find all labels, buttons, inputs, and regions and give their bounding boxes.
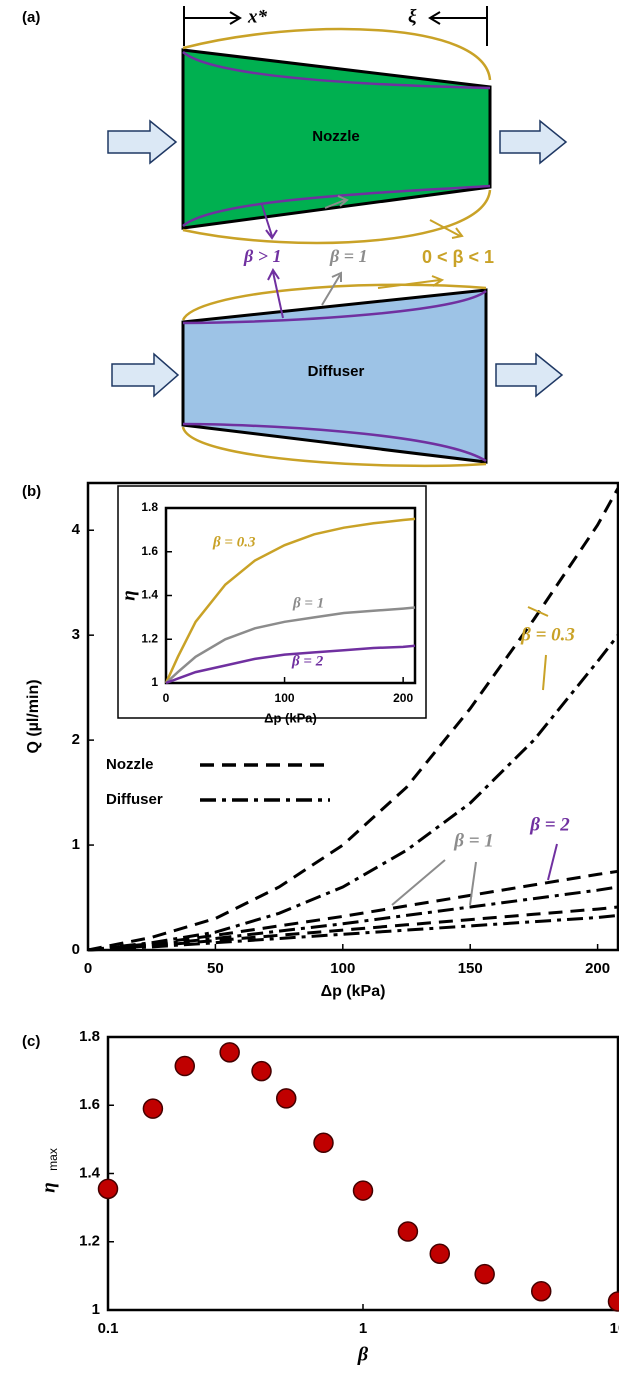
- profile-purple: [182, 51, 491, 227]
- annotation: β = 2: [529, 814, 570, 835]
- y-tick-label: 3: [72, 626, 80, 643]
- annotation-arrow: [469, 861, 477, 906]
- y-tick-label: 1: [72, 836, 80, 853]
- plot-frame: [106, 1035, 619, 1312]
- x-tick-label: 0: [163, 691, 170, 705]
- y-tick-label: 1.8: [79, 1028, 100, 1045]
- data-point: [313, 1132, 334, 1154]
- y-axis-label-sub: max: [46, 1148, 60, 1171]
- data-point: [275, 1088, 297, 1109]
- data-point: [530, 1280, 552, 1302]
- data-point: [97, 1178, 119, 1200]
- data-line: [165, 606, 416, 684]
- y-tick-label: 1.2: [79, 1233, 100, 1250]
- data-line: [87, 869, 619, 952]
- legend-label: Diffuser: [106, 791, 163, 808]
- series-label: β = 2: [291, 653, 324, 669]
- chart: (c) 0.1 1 10 1 1.2 1.4 1.6 1.8 β η max: [22, 1028, 619, 1366]
- annotation-arrow: [542, 654, 547, 691]
- diffuser-shape: [181, 288, 488, 464]
- data-line: [87, 487, 619, 952]
- data-line: [165, 644, 416, 685]
- y-tick-label: 1.4: [79, 1164, 101, 1181]
- y-axis-label: Q (µl/min): [25, 679, 42, 753]
- x-tick-label: 100: [275, 691, 295, 705]
- x-star-label: x*: [247, 6, 268, 27]
- data-point: [251, 1060, 272, 1082]
- x-tick-label: 50: [207, 960, 224, 977]
- beta-label: 0 < β < 1: [422, 247, 494, 267]
- y-tick-label: 0: [72, 941, 80, 958]
- x-tick-label: 10: [610, 1320, 619, 1337]
- y-tick-label: 2: [72, 731, 80, 748]
- panel-label: (a): [22, 9, 40, 26]
- data-point: [397, 1221, 419, 1242]
- annotation-arrow: [547, 843, 558, 881]
- profile-gold: [182, 27, 492, 245]
- legend-label: Nozzle: [106, 756, 154, 773]
- chart: 0 100 200 1 1.2 1.4 1.6 1.8 Δp (kPa) η β = 0.3 β = …: [117, 485, 427, 725]
- y-tick-label: 1.6: [141, 544, 158, 558]
- series-label: β = 0.3: [212, 534, 256, 550]
- nozzle-label: Nozzle: [312, 128, 360, 145]
- arrow-head: [428, 11, 441, 25]
- y-tick-label: 1: [151, 675, 158, 689]
- x-tick-label: 200: [393, 691, 413, 705]
- x-tick-label: 0.1: [98, 1320, 119, 1337]
- panel-label: (c): [22, 1033, 40, 1050]
- y-tick-label: 1.4: [141, 588, 158, 602]
- annotation: β = 0.3: [520, 624, 575, 645]
- annotation: β = 1: [453, 830, 494, 851]
- y-axis-label: η: [118, 590, 139, 600]
- diffuser-label: Diffuser: [308, 363, 365, 380]
- y-tick-label: 4: [72, 521, 81, 538]
- data-point: [607, 1291, 619, 1312]
- series-label: β = 1: [292, 595, 324, 611]
- y-axis-label: η: [38, 1182, 59, 1192]
- annotation-arrows: [261, 195, 464, 319]
- data-line: [164, 517, 416, 684]
- x-axis-label: Δp (kPa): [264, 710, 317, 725]
- arrow-head: [229, 11, 242, 25]
- panel-label: (b): [22, 483, 41, 500]
- data-point: [174, 1055, 196, 1077]
- y-tick-label: 1: [92, 1301, 100, 1318]
- data-line: [87, 885, 619, 952]
- y-tick-label: 1.6: [79, 1096, 100, 1113]
- x-tick-label: 100: [330, 960, 355, 977]
- annotation-arrow: [527, 606, 549, 617]
- data-point: [142, 1098, 164, 1119]
- data-line: [87, 913, 619, 952]
- data-line: [87, 634, 619, 952]
- y-tick-label: 1.2: [141, 631, 158, 645]
- data-point: [352, 1180, 374, 1201]
- beta-label: β = 1: [329, 246, 367, 266]
- x-tick-label: 200: [585, 960, 610, 977]
- profile-purple: [182, 289, 487, 463]
- x-tick-label: 150: [458, 960, 483, 977]
- data-line: [87, 905, 619, 952]
- diagram: (a) x* ξ Nozzle Diffuser β: [22, 6, 568, 468]
- x-axis-label: β: [357, 1344, 369, 1366]
- x-tick-label: 0: [84, 960, 92, 977]
- data-point: [474, 1263, 495, 1285]
- x-axis-label: Δp (kPa): [321, 983, 386, 1000]
- flow-arrows: [107, 119, 568, 398]
- x-tick-label: 1: [359, 1320, 367, 1337]
- plot-frame: [86, 481, 619, 952]
- y-tick-label: 1.8: [141, 500, 158, 514]
- beta-label: β > 1: [243, 246, 281, 266]
- xi-label: ξ: [408, 6, 417, 27]
- annotation-arrow: [391, 859, 446, 906]
- data-point: [219, 1042, 240, 1063]
- data-point: [429, 1243, 451, 1264]
